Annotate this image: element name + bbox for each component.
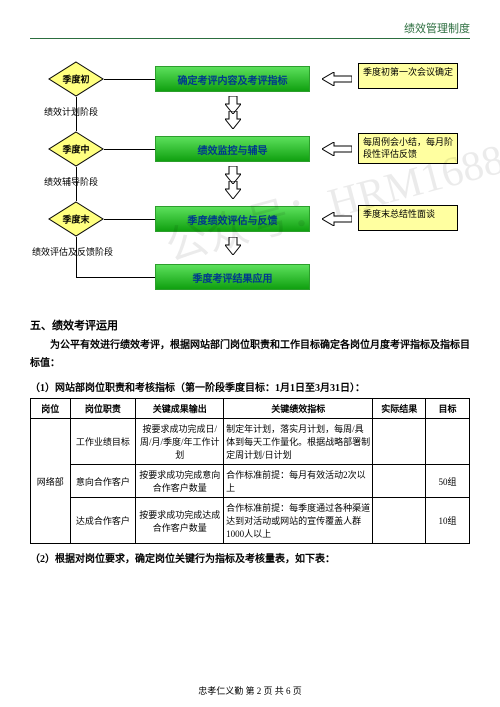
connector	[104, 79, 155, 80]
cell-resp: 意向合作客户	[70, 465, 136, 498]
table-row: 意向合作客户 按要求成功完成意向合作客户数量 合作标准前提：每月有效活动2次以上…	[31, 465, 470, 498]
th-position: 岗位	[31, 399, 71, 419]
flow-note: 季度初第一次会议确定	[358, 63, 458, 89]
th-output: 关键成果输出	[136, 399, 224, 419]
arrow-down-icon	[225, 111, 241, 129]
table-caption-2: （2）根据对岗位要求，确定岗位关键行为指标及考核量表，如下表：	[30, 550, 470, 565]
phase-label: 绩效评估及反馈阶段	[32, 245, 113, 258]
cell-kpi: 制定年计划，落实月计划，每周/具体到每天工作量化。根据战略部署制定周计划/日计划	[224, 419, 373, 465]
cell-out: 按要求成功完成意向合作客户数量	[136, 465, 224, 498]
arrow-down-icon	[225, 237, 241, 255]
page-footer: 忠孝仁义勤 第 2 页 共 6 页	[30, 684, 470, 697]
cell-target: 10组	[426, 498, 470, 544]
diamond-quarter-end: 季度末	[48, 201, 104, 237]
cell-dept: 网络部	[31, 419, 71, 544]
flow-step-evaluate: 季度绩效评估与反馈	[155, 206, 310, 232]
kpi-table: 岗位 岗位职责 关键成果输出 关键绩效指标 实际结果 目标 网络部 工作业绩目标…	[30, 398, 470, 544]
cell-resp: 达成合作客户	[70, 498, 136, 544]
cell-kpi: 合作标准前提：每月有效活动2次以上	[224, 465, 373, 498]
flow-note: 季度末总结性面谈	[358, 205, 458, 231]
flow-step-define: 确定考评内容及考评指标	[155, 66, 310, 92]
connector	[104, 149, 155, 150]
table-row: 达成合作客户 按要求成功完成达成合作客户数量 合作标准前提：每季度通过各种渠道达…	[31, 498, 470, 544]
arrow-left-icon	[322, 212, 352, 226]
cell-out: 按要求成功完成日/周/月/季度/年工作计划	[136, 419, 224, 465]
cell-target: 50组	[426, 465, 470, 498]
cell-result	[373, 419, 426, 465]
section-heading: 五、绩效考评运用	[30, 317, 470, 333]
diamond-quarter-mid: 季度中	[48, 131, 104, 167]
diamond-quarter-start: 季度初	[48, 61, 104, 97]
flow-step-monitor: 绩效监控与辅导	[155, 136, 310, 162]
diamond-label: 季度初	[62, 73, 89, 86]
table-caption-1: （1）网站部岗位职责和考核指标（第一阶段季度目标：1月1日至3月31日）：	[30, 379, 470, 394]
arrow-left-icon	[322, 142, 352, 156]
doc-header: 绩效管理制度	[30, 20, 470, 39]
th-target: 目标	[426, 399, 470, 419]
cell-result	[373, 498, 426, 544]
th-result: 实际结果	[373, 399, 426, 419]
cell-out: 按要求成功完成达成合作客户数量	[136, 498, 224, 544]
connector	[76, 97, 77, 131]
arrow-left-icon	[322, 72, 352, 86]
table-header-row: 岗位 岗位职责 关键成果输出 关键绩效指标 实际结果 目标	[31, 399, 470, 419]
connector	[76, 167, 77, 201]
arrow-down-icon	[225, 181, 241, 199]
diamond-label: 季度末	[62, 213, 89, 226]
section-paragraph: 为公平有效进行绩效考评，根据网站部门岗位职责和工作目标确定各岗位月度考评指标及指…	[30, 337, 470, 373]
phase-label: 绩效计划阶段	[44, 105, 98, 118]
cell-resp: 工作业绩目标	[70, 419, 136, 465]
cell-result	[373, 465, 426, 498]
table-row: 网络部 工作业绩目标 按要求成功完成日/周/月/季度/年工作计划 制定年计划，落…	[31, 419, 470, 465]
phase-label: 绩效辅导阶段	[44, 175, 98, 188]
th-kpi: 关键绩效指标	[224, 399, 373, 419]
flowchart-container: 季度初 季度中 季度末 绩效计划阶段 绩效辅导阶段 绩效评估及反馈阶段 确定考评…	[30, 49, 470, 309]
th-duty: 岗位职责	[70, 399, 136, 419]
connector	[104, 219, 155, 220]
cell-kpi: 合作标准前提：每季度通过各种渠道达到对活动或网站的宣传覆盖人群1000人以上	[224, 498, 373, 544]
flow-step-apply: 季度考评结果应用	[155, 264, 310, 290]
connector	[76, 277, 155, 278]
diamond-label: 季度中	[62, 143, 89, 156]
flow-note: 每周例会小结，每月阶段性评估反馈	[358, 133, 458, 164]
connector	[76, 237, 77, 277]
cell-target	[426, 419, 470, 465]
